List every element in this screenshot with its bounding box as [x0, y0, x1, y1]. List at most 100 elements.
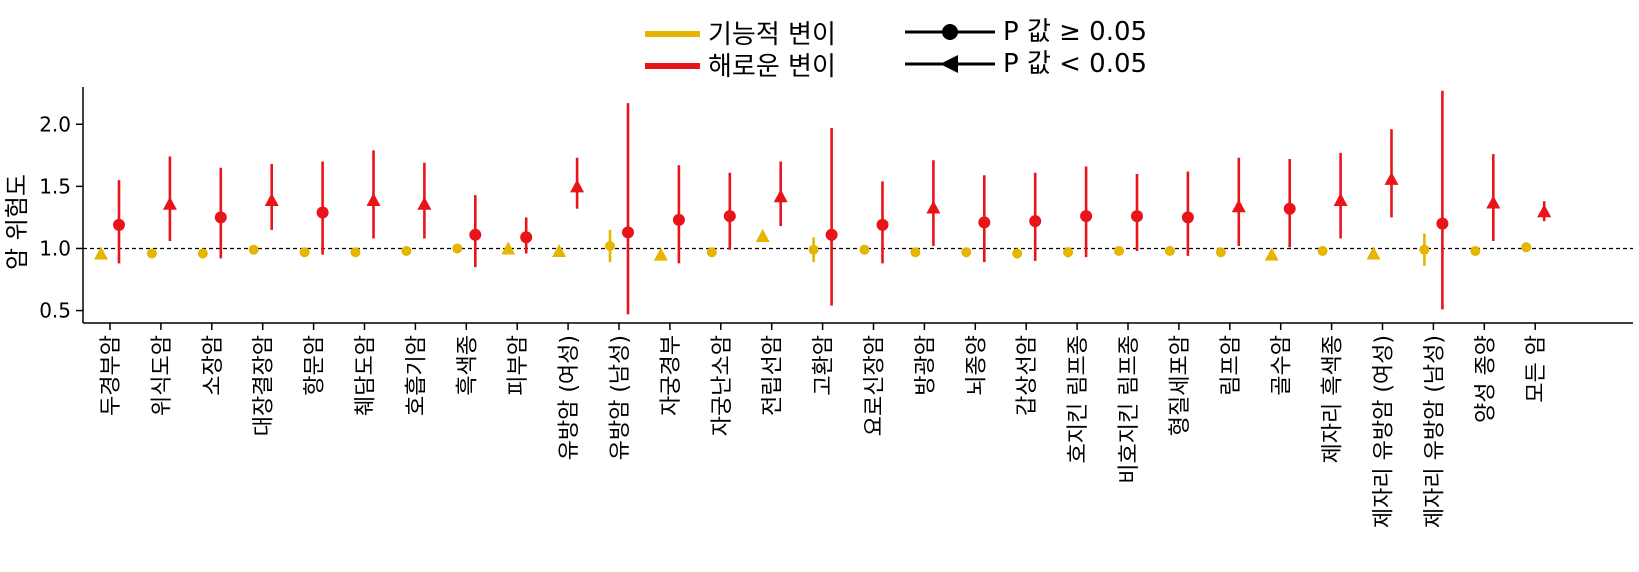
harmful-point	[570, 157, 585, 209]
circle-marker	[1080, 210, 1093, 223]
category-label: 대장결장암	[252, 335, 277, 436]
category-label: 갑상선암	[1015, 335, 1040, 416]
y-tick-label: 0.5	[39, 299, 71, 323]
category-label: 고환암	[812, 335, 837, 396]
harmful-point	[723, 172, 736, 250]
category-label: 소장암	[201, 335, 226, 396]
circle-marker	[1470, 245, 1481, 256]
triangle-marker	[366, 193, 381, 207]
triangle-marker	[1366, 246, 1381, 260]
circle-marker	[1012, 248, 1023, 259]
category-label: 유방암 (여성)	[557, 335, 582, 460]
harmful-point	[162, 156, 177, 242]
harmful-point	[1384, 129, 1399, 218]
category-label: 췌담도암	[354, 335, 379, 416]
triangle-marker	[773, 189, 788, 203]
triangle-marker	[926, 200, 941, 214]
category-labels: 두경부암 위식도암 소장암 대장결장암 항문암 췌담도암 호흡기암 흑색종 피부암 유방암 (여성…	[99, 335, 1549, 528]
circle-marker	[1436, 217, 1449, 230]
y-tick-label: 2.0	[39, 112, 71, 136]
functional-point	[706, 247, 717, 258]
y-axis-label: 암 위험도	[3, 174, 31, 270]
harmful-point	[469, 195, 482, 268]
functional-point	[350, 247, 361, 258]
circle-marker	[876, 218, 889, 231]
circle-marker	[1164, 245, 1175, 256]
category-label: 모든 암	[1524, 335, 1549, 403]
functional-point	[1264, 247, 1279, 261]
functional-point	[1317, 245, 1328, 256]
triangle-marker	[1384, 171, 1399, 185]
circle-marker	[146, 248, 157, 259]
circle-marker	[214, 211, 227, 224]
circle-marker	[1317, 245, 1328, 256]
category-label: 요로신장암	[863, 335, 888, 436]
functional-point	[146, 248, 157, 259]
legend-circle-marker	[942, 24, 958, 40]
triangle-marker	[501, 241, 516, 255]
harmful-point	[113, 180, 125, 264]
circle-marker	[469, 228, 482, 241]
category-label: 자궁난소암	[710, 335, 735, 436]
triangle-marker	[1486, 195, 1501, 209]
circle-marker	[1419, 244, 1430, 255]
harmful-point	[773, 161, 788, 227]
y-tick-label: 1.0	[39, 236, 71, 260]
circle-marker	[1114, 245, 1124, 256]
circle-marker	[1063, 247, 1074, 258]
harmful-point	[1436, 90, 1449, 310]
circle-marker	[910, 247, 921, 258]
triangle-marker	[1231, 199, 1246, 213]
category-label: 항문암	[303, 335, 328, 396]
functional-point	[1215, 247, 1226, 258]
category-label: 전립선암	[761, 335, 786, 416]
y-tick-label: 1.5	[39, 174, 71, 198]
circle-marker	[520, 231, 533, 244]
harmful-point	[1333, 152, 1348, 239]
legend-functional-label: 기능적 변이	[708, 20, 836, 50]
circle-marker	[299, 247, 310, 258]
circle-marker	[316, 206, 329, 219]
functional-point	[197, 248, 208, 259]
circle-marker	[113, 218, 125, 231]
category-label: 림프암	[1219, 335, 1244, 396]
functional-point	[94, 246, 108, 260]
harmful-point	[316, 161, 329, 255]
harmful-point	[1486, 154, 1501, 242]
circle-marker	[825, 228, 838, 241]
circle-marker	[248, 244, 259, 255]
category-label: 뇌종양	[964, 335, 989, 396]
triangle-marker	[94, 246, 108, 260]
harmful-point	[926, 160, 941, 246]
category-label: 골수암	[1270, 335, 1295, 396]
triangle-marker	[570, 179, 585, 193]
triangle-marker	[417, 196, 432, 210]
harmful-point	[1029, 172, 1042, 261]
harmful-point	[1080, 166, 1093, 258]
circle-marker	[1283, 202, 1296, 215]
circle-marker	[1029, 215, 1042, 228]
category-label: 제자리 흑색종	[1321, 335, 1346, 463]
category-label: 제자리 유방암 (여성)	[1372, 335, 1397, 528]
functional-point	[808, 237, 819, 263]
harmful-point	[417, 162, 432, 239]
harmful-point	[1537, 201, 1552, 222]
legend-harmful-label: 해로운 변이	[708, 52, 836, 82]
circle-marker	[350, 247, 361, 258]
circle-marker	[961, 247, 972, 258]
functional-point	[1164, 245, 1175, 256]
circle-marker	[622, 226, 634, 239]
y-ticks: 0.5 1.0 1.5 2.0	[39, 112, 83, 323]
triangle-marker	[162, 196, 177, 210]
harmful-point	[1231, 157, 1246, 246]
harmful-point	[366, 150, 381, 239]
functional-point	[1063, 247, 1074, 258]
category-label: 호흡기암	[404, 335, 429, 416]
circle-marker	[197, 248, 208, 259]
triangle-marker	[755, 229, 770, 243]
harmful-point	[825, 127, 838, 306]
functional-point	[859, 244, 870, 255]
category-label: 호지킨 림프종	[1066, 335, 1091, 463]
harmful-point	[520, 217, 533, 254]
